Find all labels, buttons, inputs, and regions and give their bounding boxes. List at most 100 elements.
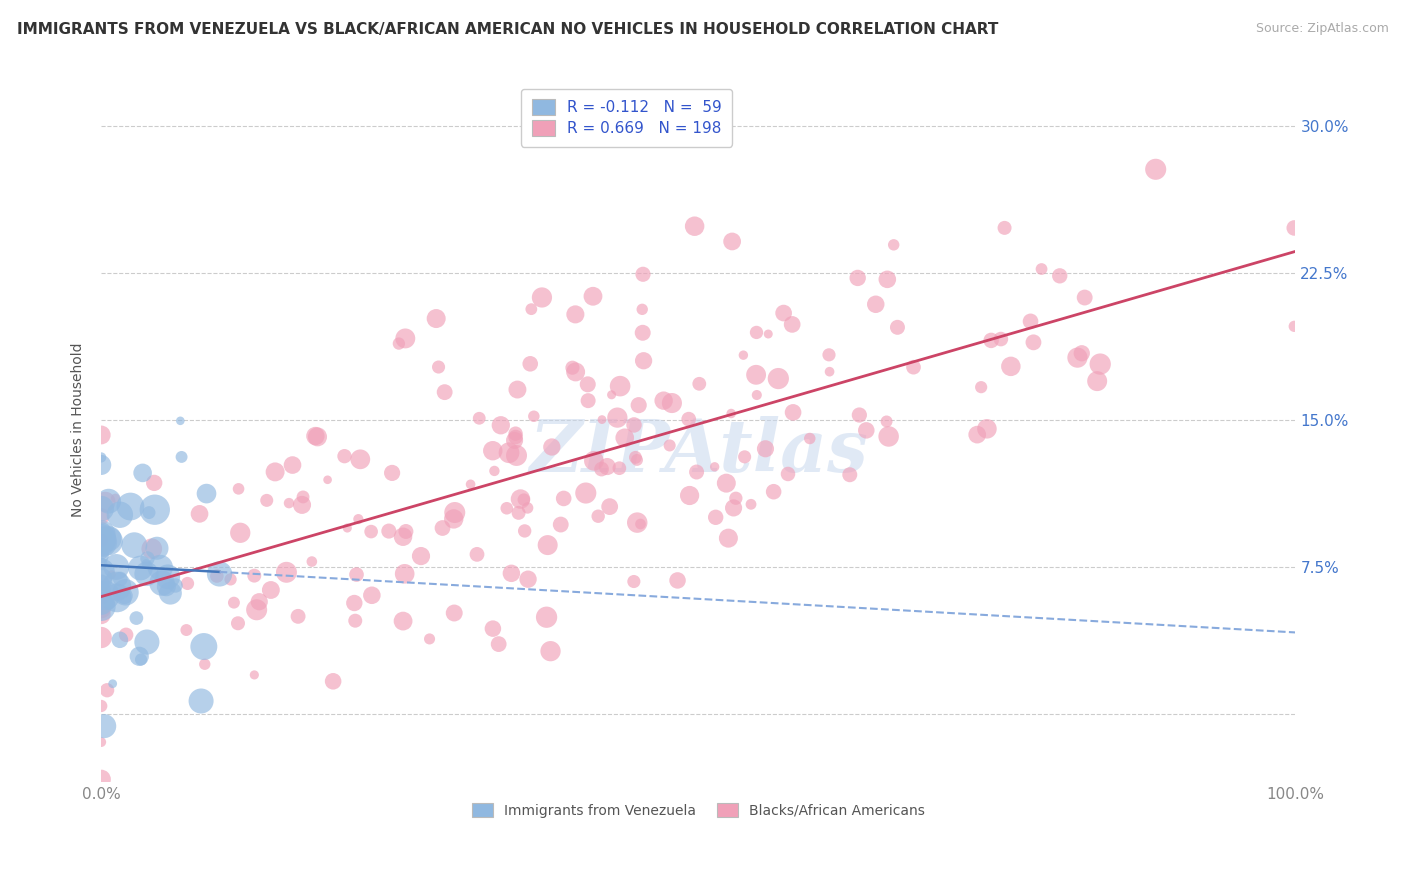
Text: ZIPAtlas: ZIPAtlas: [529, 416, 868, 486]
Point: [575, 486, 598, 500]
Point: [591, 412, 613, 426]
Point: [740, 497, 762, 511]
Point: [307, 430, 329, 444]
Point: [91, 524, 114, 538]
Point: [1000, 359, 1022, 374]
Point: [799, 432, 821, 446]
Point: [141, 541, 163, 556]
Point: [94, 588, 117, 602]
Point: [624, 450, 647, 465]
Point: [745, 388, 768, 402]
Point: [606, 410, 628, 425]
Point: [1070, 346, 1092, 360]
Point: [193, 640, 215, 654]
Point: [517, 572, 540, 586]
Point: [903, 360, 925, 375]
Point: [482, 622, 505, 636]
Point: [756, 326, 779, 341]
Point: [316, 473, 339, 487]
Point: [395, 524, 418, 539]
Point: [1019, 314, 1042, 328]
Point: [576, 377, 599, 392]
Point: [481, 443, 503, 458]
Point: [176, 576, 198, 591]
Point: [105, 579, 128, 593]
Point: [170, 450, 193, 464]
Point: [304, 429, 326, 443]
Point: [90, 631, 112, 645]
Point: [666, 574, 689, 588]
Point: [128, 649, 150, 664]
Point: [90, 565, 112, 579]
Point: [536, 610, 558, 624]
Point: [540, 644, 562, 658]
Point: [818, 348, 841, 362]
Point: [704, 510, 727, 524]
Point: [90, 601, 112, 615]
Point: [108, 632, 131, 647]
Point: [90, 528, 112, 542]
Point: [1066, 351, 1088, 365]
Point: [848, 408, 870, 422]
Point: [596, 459, 619, 474]
Point: [281, 458, 304, 472]
Point: [120, 500, 142, 514]
Point: [626, 516, 648, 530]
Point: [1049, 268, 1071, 283]
Point: [90, 735, 112, 749]
Point: [716, 476, 738, 491]
Point: [540, 440, 562, 454]
Point: [576, 393, 599, 408]
Point: [124, 538, 146, 552]
Point: [508, 506, 530, 520]
Point: [427, 359, 450, 374]
Point: [623, 417, 645, 432]
Point: [105, 560, 128, 574]
Point: [724, 491, 747, 506]
Point: [219, 573, 242, 587]
Point: [243, 568, 266, 582]
Point: [633, 353, 655, 368]
Point: [190, 694, 212, 708]
Point: [108, 508, 131, 522]
Point: [433, 385, 456, 400]
Point: [301, 555, 323, 569]
Point: [652, 393, 675, 408]
Point: [886, 320, 908, 334]
Point: [346, 567, 368, 582]
Point: [745, 368, 768, 382]
Point: [498, 446, 520, 460]
Point: [717, 531, 740, 545]
Point: [322, 674, 344, 689]
Point: [772, 306, 794, 320]
Point: [506, 383, 529, 397]
Point: [208, 566, 231, 581]
Point: [683, 219, 706, 234]
Point: [465, 547, 488, 561]
Point: [392, 614, 415, 628]
Point: [505, 449, 527, 463]
Point: [90, 549, 112, 563]
Legend: Immigrants from Venezuela, Blacks/African Americans: Immigrants from Venezuela, Blacks/Africa…: [465, 796, 932, 825]
Point: [97, 597, 120, 611]
Point: [838, 467, 860, 482]
Point: [503, 434, 526, 448]
Point: [883, 237, 905, 252]
Point: [484, 464, 506, 478]
Point: [343, 596, 366, 610]
Point: [600, 388, 623, 402]
Point: [90, 607, 112, 622]
Point: [745, 326, 768, 340]
Point: [688, 376, 710, 391]
Point: [509, 491, 531, 506]
Point: [97, 494, 120, 508]
Point: [176, 623, 198, 637]
Point: [966, 427, 988, 442]
Point: [523, 409, 546, 424]
Point: [360, 524, 382, 539]
Point: [360, 588, 382, 602]
Point: [516, 500, 538, 515]
Point: [630, 516, 652, 531]
Point: [90, 575, 112, 590]
Point: [768, 371, 790, 385]
